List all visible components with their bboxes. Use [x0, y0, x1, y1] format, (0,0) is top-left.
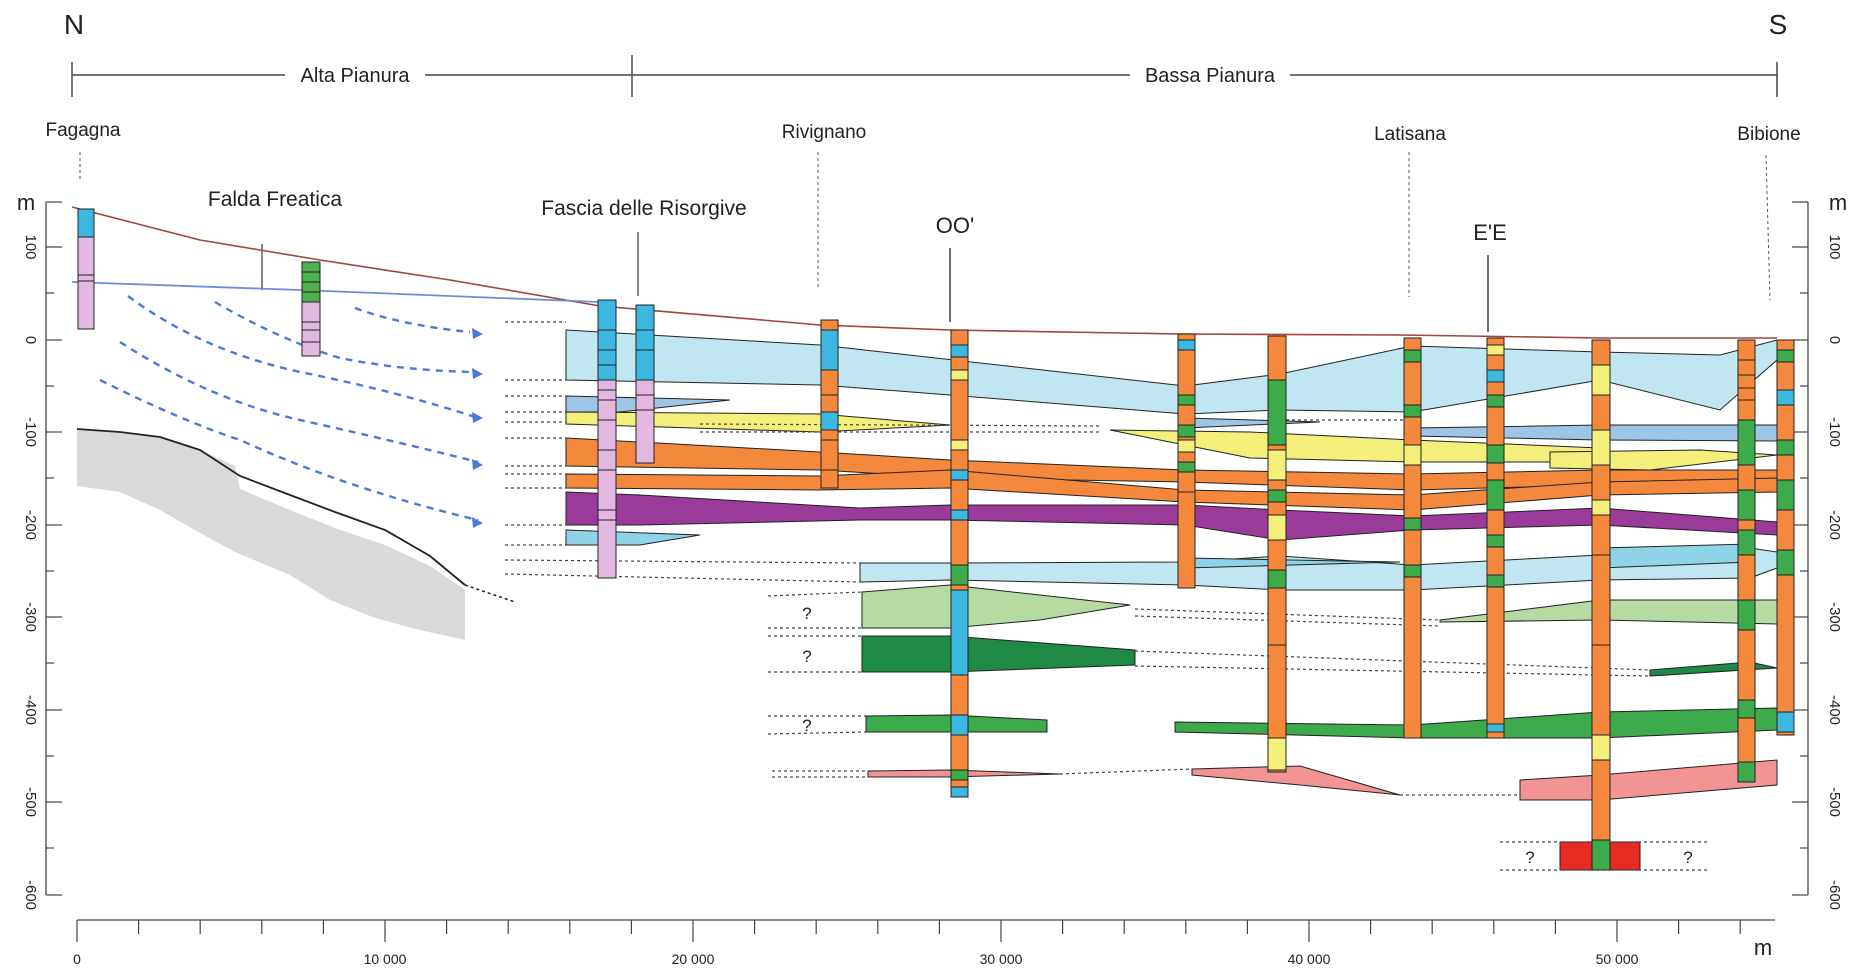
- well-oo: [950, 329, 969, 798]
- well-bibione-1: [1737, 339, 1756, 783]
- wells: [77, 208, 1795, 871]
- depth-tick-left: -100: [22, 417, 39, 447]
- depth-axis-right: m 100 0 -100 -200 -300 -400 -500 -600: [1792, 190, 1847, 910]
- well-ee: [1486, 337, 1505, 739]
- locality-fagagna: Fagagna: [45, 120, 120, 141]
- well-49000: [1591, 339, 1611, 871]
- depth-tick-right: -600: [1826, 880, 1843, 910]
- depth-unit-left: m: [17, 190, 35, 215]
- depth-tick-left: -200: [22, 510, 39, 540]
- well-bibione-2: [1776, 339, 1795, 736]
- well-fagagna: [77, 208, 95, 330]
- distance-tick: 50 000: [1596, 951, 1639, 967]
- depth-tick-right: -400: [1826, 695, 1843, 725]
- well-falda: [301, 261, 321, 357]
- distance-tick: 20 000: [672, 951, 715, 967]
- distance-tick: 0: [73, 951, 81, 967]
- zone-alta-pianura: Alta Pianura: [301, 65, 411, 87]
- zone-bassa-pianura: Bassa Pianura: [1145, 65, 1276, 87]
- locality-bibione: Bibione: [1737, 124, 1800, 145]
- unknown-marker: ?: [802, 716, 811, 735]
- well-latisana: [1403, 337, 1422, 739]
- unknown-marker: ?: [802, 647, 811, 666]
- north-label: N: [64, 9, 84, 40]
- aquifer-yellow: [565, 411, 951, 433]
- well-rivignano: [820, 319, 839, 489]
- depth-tick-left: -500: [22, 787, 39, 817]
- aquifer-pale-green: [861, 584, 1131, 629]
- locality-rivignano: Rivignano: [782, 122, 867, 143]
- feature-fascia-risorgive: Fascia delle Risorgive: [541, 197, 746, 220]
- depth-tick-left: -300: [22, 602, 39, 632]
- distance-tick: 40 000: [1288, 951, 1331, 967]
- aquifer-cyan: [565, 529, 701, 546]
- well-36000: [1177, 333, 1196, 589]
- water-table-line: [71, 281, 601, 303]
- distance-axis: 0 10 000 20 000 30 000 40 000 50 000 m: [73, 919, 1775, 967]
- locality-latisana: Latisana: [1374, 124, 1446, 145]
- unknown-marker: ?: [1525, 848, 1534, 867]
- depth-tick-right: -100: [1826, 417, 1843, 447]
- uncertain-markers: ? ? ? ? ?: [802, 604, 1692, 867]
- section-trace-ee: E'E: [1473, 220, 1507, 245]
- locality-labels: Fagagna Rivignano Latisana Bibione Falda…: [45, 120, 1801, 332]
- header: N S Alta Pianura Bassa Pianura: [64, 9, 1787, 97]
- feature-falda-freatica: Falda Freatica: [208, 188, 343, 211]
- well-risorgive-1: [597, 299, 617, 579]
- depth-tick-right: -300: [1826, 602, 1843, 632]
- topographic-surface: [71, 206, 1777, 339]
- depth-tick-right: -200: [1826, 510, 1843, 540]
- groundwater-flow-arrows: [99, 295, 479, 522]
- distance-unit: m: [1754, 935, 1772, 960]
- depth-tick-left: -600: [22, 880, 39, 910]
- depth-tick-left: -400: [22, 695, 39, 725]
- depth-tick-left: 0: [22, 336, 39, 344]
- section-trace-oo: OO': [936, 213, 974, 238]
- aquifer-dark-green: [861, 635, 1136, 673]
- basement: [76, 428, 516, 640]
- distance-tick: 10 000: [364, 951, 407, 967]
- unknown-marker: ?: [802, 604, 811, 623]
- depth-tick-right: -500: [1826, 787, 1843, 817]
- well-39000: [1267, 335, 1287, 773]
- south-label: S: [1769, 9, 1788, 40]
- well-risorgive-2: [635, 304, 655, 464]
- unknown-marker: ?: [1683, 848, 1692, 867]
- depth-axis-left: m 100 0 -100 -200 -300 -400 -500 -600: [17, 190, 62, 910]
- layer-extension-lines: [504, 321, 1710, 871]
- depth-tick-right: 100: [1826, 234, 1843, 259]
- depth-tick-left: 100: [22, 234, 39, 259]
- depth-tick-right: 0: [1826, 336, 1843, 344]
- distance-tick: 30 000: [980, 951, 1023, 967]
- depth-unit-right: m: [1829, 190, 1847, 215]
